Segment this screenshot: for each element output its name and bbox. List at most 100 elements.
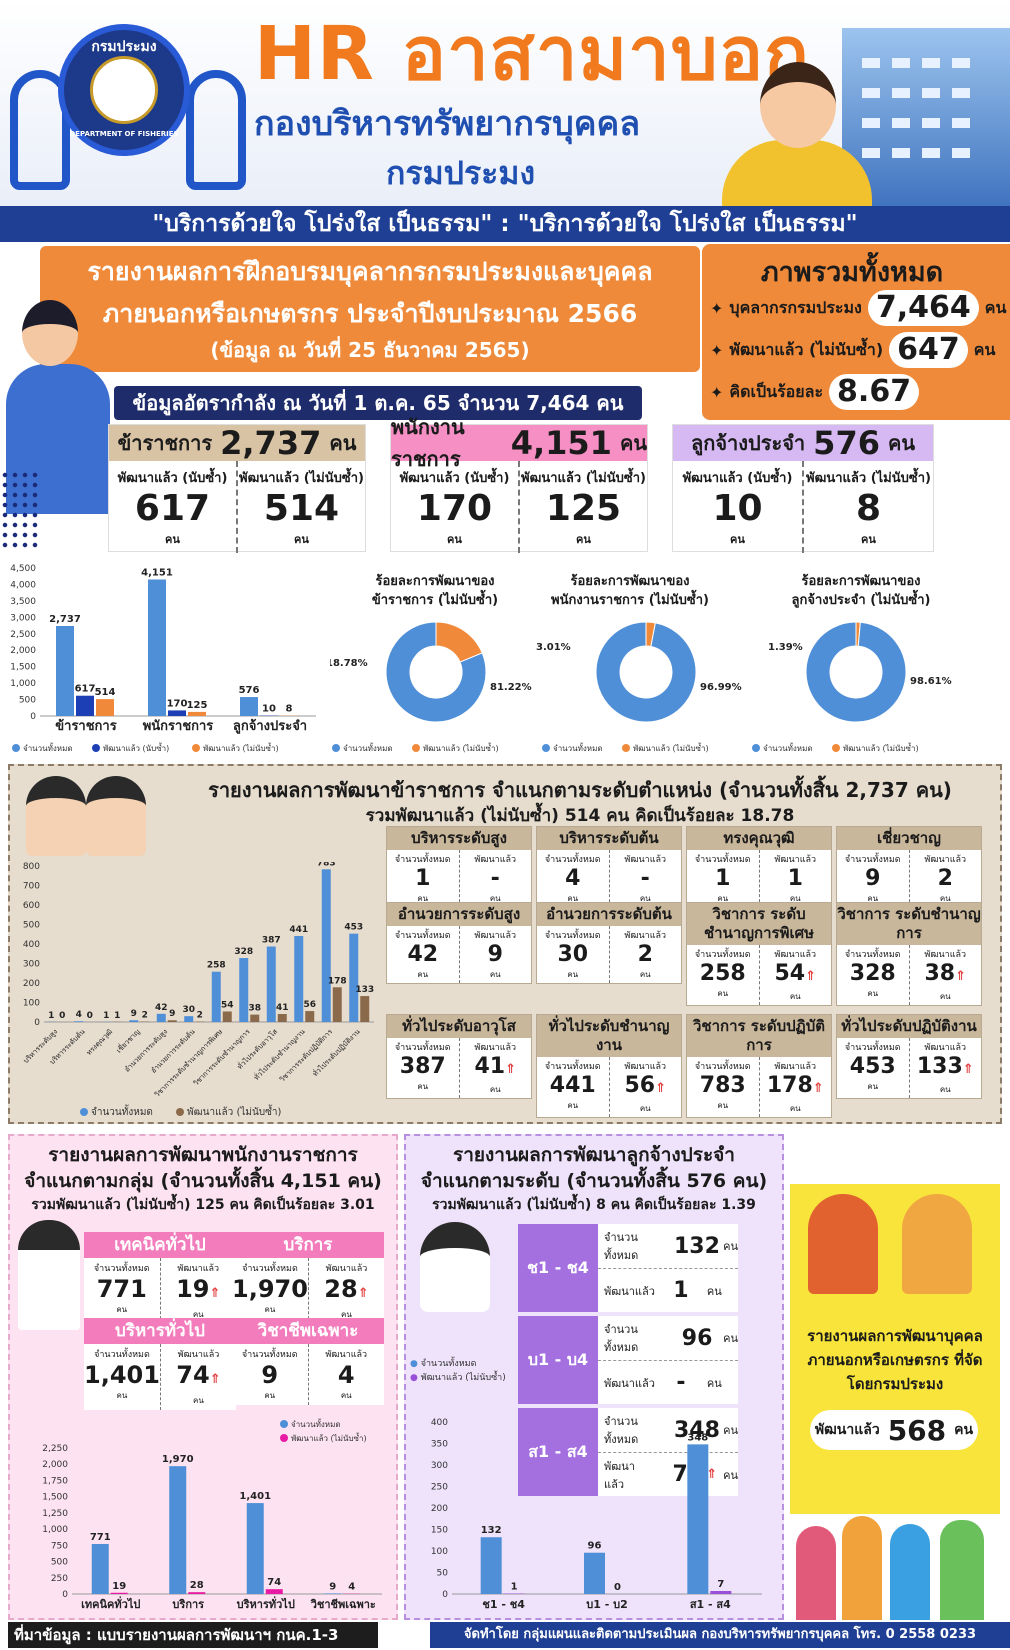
group-total-label: จำนวนทั้งหมด [241,1350,298,1360]
box-col-value: 8 [855,488,882,529]
crowd-person-icon [796,1526,836,1620]
overall-row-value: 647 [889,332,968,368]
legend-marker [92,744,100,752]
y-tick-label: 3,500 [10,597,36,607]
level-unit: คน [867,989,879,998]
level-card: บริหารระดับต้น จำนวนทั้งหมด 4 คน พัฒนาแล้ว - ค… [536,826,682,908]
star-icon: ✦ [710,298,724,318]
data-label: 4,151 [141,567,173,578]
data-label: 19 [112,1581,126,1592]
box-col-label: พัฒนาแล้ว (ไม่นับซ้ำ) [806,471,931,486]
bar [266,946,276,1022]
page-subtitle-2: กรมประมง [386,154,536,192]
page-title: HR อาสามาบอก [254,11,810,97]
report-title-line2: ภายนอกหรือเกษตรกร ประจำปีงบประมาณ 2566 [102,299,638,328]
level-dev-label: พัฒนาแล้ว [474,931,517,941]
bar [246,1503,264,1594]
group-total-label: จำนวนทั้งหมด [94,1350,150,1360]
civil-subtitle: รวมพัฒนาแล้ว (ไม่นับซ้ำ) 514 คน คิดเป็นร… [365,806,795,826]
level-total-value: 453 [849,1054,896,1079]
level-dev-label: พัฒนาแล้ว [624,855,667,865]
logo-bottom-text: DEPARTMENT OF FISHERIES [69,130,179,138]
level-card: ทรงคุณวุฒิ จำนวนทั้งหมด 1 คน พัฒนาแล้ว 1 คน [686,826,832,908]
level-total-label: จำนวนทั้งหมด [844,950,901,960]
data-label: 1 [114,1011,120,1021]
ext-unit: คน [954,1422,974,1438]
data-label: 387 [262,936,281,946]
tier-unit: คน [723,1468,738,1482]
tier-dev-label: พัฒนาแล้ว [604,1284,655,1298]
data-label: 74 [267,1577,281,1588]
legend-dev: พัฒนาแล้ว (ไม่นับซ้ำ) [420,1373,506,1383]
arrow-up-icon: ⇑ [209,1372,221,1387]
permanent-employee-section: รายงานผลการพัฒนาลูกจ้างประจำ จำแนกตามระด… [404,1134,784,1620]
box-col: พัฒนาแล้ว (นับซ้ำ) 170 คน [391,461,518,553]
y-tick-label: 50 [437,1569,449,1579]
bar [156,1013,166,1022]
level-total-value: 258 [699,961,746,986]
level-dev-value: 56 [624,1073,656,1098]
box-col-label: พัฒนาแล้ว (ไม่นับซ้ำ) [521,471,646,486]
level-unit: คน [717,1101,729,1110]
level-dev-col: พัฒนาแล้ว 2 คน [908,850,982,907]
data-label: 30 [182,1005,195,1015]
box-unit: คน [329,431,357,455]
data-label: 9 [329,1581,336,1592]
bar [56,625,74,716]
overall-row-value: 7,464 [867,290,979,326]
legend-label: พัฒนาแล้ว (ไม่นับซ้ำ) [633,742,709,753]
data-label: 2 [142,1011,148,1021]
group-dev-label: พัฒนาแล้ว [325,1264,368,1274]
level-total-label: จำนวนทั้งหมด [694,950,751,960]
group-total-col: จำนวนทั้งหมด 1,970 คน [232,1258,308,1324]
crowd-person-icon [890,1524,930,1620]
group-total-value: 9 [261,1361,279,1389]
tier-card: บ1 - บ4 จำนวนทั้งหมด 96 คน พัฒนาแล้ว - คน [518,1316,738,1404]
y-tick-label: 100 [23,999,40,1009]
box-header: ลูกจ้างประจำ 576 คน [673,424,933,462]
tmp-subtitle: รวมพัฒนาแล้ว (ไม่นับซ้ำ) 8 คน คิดเป็นร้อ… [432,1197,756,1213]
legend-label: จำนวนทั้งหมด [553,742,603,753]
level-total-col: จำนวนทั้งหมด 9 คน [837,850,909,907]
data-label: 0 [614,1582,621,1593]
y-tick-label: 200 [23,979,40,989]
data-label: 4 [76,1010,82,1020]
legend-marker [412,744,420,752]
level-unit: คน [717,894,729,903]
data-source: ที่มาข้อมูล : แบบรายงานผลการพัฒนาฯ กนค.1… [8,1622,378,1648]
box-col-unit: คน [730,533,745,546]
data-label: 258 [207,961,226,971]
tier-dev-value: 1 [673,1278,689,1303]
y-tick-label: 1,250 [42,1509,68,1519]
data-label: 125 [187,700,208,711]
level-unit: คน [567,894,579,903]
box-name: พนักงานราชการ [391,415,465,471]
level-unit: คน [789,894,801,903]
legend-total: จำนวนทั้งหมด [420,1359,477,1369]
level-name: วิชาการ ระดับปฏิบัติการ [687,1015,831,1057]
crowd-person-icon [940,1520,984,1620]
star-icon: ✦ [710,382,724,402]
civil-servant-section: รายงานผลการพัฒนาข้าราชการ จำแนกตามระดับต… [8,764,1002,1124]
bar [188,711,206,716]
bar [74,1021,84,1022]
level-card: อำนวยการระดับสูง จำนวนทั้งหมด 42 คน พัฒนาแล้… [386,902,532,984]
arrow-up-icon: ⇑ [955,969,967,984]
x-tick-label: เทคนิคทั่วไป [81,1596,140,1611]
level-dev-col: พัฒนาแล้ว 178⇑ คน [758,1057,832,1117]
group-unit: คน [192,1310,204,1319]
tier-total-value: 132 [673,1233,720,1259]
arrow-up-icon: ⇑ [706,1467,718,1482]
arrow-up-icon: ⇑ [505,1062,517,1077]
level-total-label: จำนวนทั้งหมด [844,1043,901,1053]
tier-unit: คน [706,1376,722,1390]
y-tick-label: 1,500 [10,663,36,673]
level-card: อำนวยการระดับต้น จำนวนทั้งหมด 30 คน พัฒนาแล้… [536,902,682,984]
x-tick-label: ช1 - ช4 [482,1598,525,1611]
level-total-col: จำนวนทั้งหมด 328 คน [837,945,909,1005]
y-tick-label: 400 [23,940,40,950]
level-total-value: 441 [549,1073,596,1098]
reporter-illustration [722,140,872,206]
y-tick-label: 700 [23,882,40,892]
y-tick-label: 0 [62,1590,68,1600]
